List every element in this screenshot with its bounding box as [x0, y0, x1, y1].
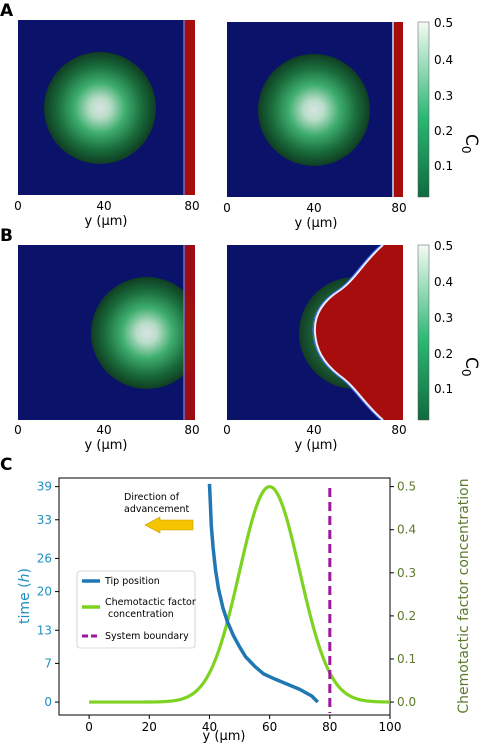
- y-left-tick-label: 7: [44, 656, 52, 670]
- colorbar-label: C0: [459, 134, 481, 154]
- x-tick-label: 100: [379, 720, 402, 734]
- y-right-tick-label: 0.4: [397, 523, 416, 537]
- wall-region: [184, 20, 195, 195]
- annotation-line-1: Direction of: [124, 492, 180, 503]
- x-tick-80: 80: [391, 201, 406, 215]
- y-right-tick-label: 0.2: [397, 609, 416, 623]
- concentration-blob: [258, 54, 370, 166]
- colorbar-tick: 0.4: [434, 275, 453, 289]
- x-tick-0: 0: [223, 201, 231, 215]
- colorbar-tick: 0.2: [434, 124, 453, 138]
- legend-label-tip: Tip position: [104, 576, 160, 587]
- heatmap-a-right: 0 40 80 y (μm): [223, 22, 407, 231]
- line-chart-c: 0 20 40 60 80 100 0 7 13 20 26 33 39 0.0 0.1 0.2 0.3 0.4 0…: [17, 477, 472, 744]
- ticks-layer: 0 20 40 60 80 100 0 7 13 20 26 33 39 0.0 0.1 0.2 0.3 0.4 0…: [37, 480, 416, 734]
- wall-region: [394, 22, 403, 197]
- concentration-blob: [44, 52, 156, 164]
- colorbar-label-main: C: [461, 357, 481, 369]
- annotation-line-2: advancement: [124, 504, 190, 515]
- legend-label-concentration-2: concentration: [105, 609, 174, 620]
- colorbar-tick: 0.5: [434, 16, 453, 30]
- colorbar-tick: 0.2: [434, 347, 453, 361]
- panel-label-b: B: [0, 226, 13, 246]
- concentration-blob: [91, 277, 195, 389]
- colorbar-label-sub: 0: [459, 146, 473, 154]
- y-axis-label-right: Chemotactic factor concentration: [456, 478, 472, 713]
- direction-arrow-icon: [144, 516, 194, 534]
- y-axis-label-left: time (h): [17, 568, 33, 624]
- panel-label-c: C: [0, 455, 12, 475]
- boundary-line: [313, 244, 384, 421]
- colorbar-tick: 0.3: [434, 311, 453, 325]
- colorbar-label-sub: 0: [459, 369, 473, 377]
- series-tip-position-line: [207, 483, 320, 704]
- colorbar: [417, 21, 430, 198]
- colorbar-b: 0.5 0.4 0.3 0.2 0.1 C0: [417, 239, 481, 421]
- y-right-tick-label: 0.0: [397, 695, 416, 709]
- colorbar-tick: 0.5: [434, 239, 453, 253]
- x-tick-0: 0: [14, 199, 22, 213]
- y-left-tick-label: 20: [37, 585, 52, 599]
- y-label-left-var: h: [17, 574, 33, 583]
- x-tick-label: 20: [142, 720, 157, 734]
- x-tick-label: 0: [85, 720, 93, 734]
- legend-box: [76, 570, 196, 649]
- y-left-tick-label: 33: [37, 513, 52, 527]
- y-right-tick-label: 0.3: [397, 566, 416, 580]
- colorbar-a: 0.5 0.4 0.3 0.2 0.1 C0: [417, 16, 481, 198]
- x-tick-0: 0: [14, 423, 22, 437]
- y-right-tick-label: 0.1: [397, 652, 416, 666]
- colorbar: [417, 244, 430, 421]
- colorbar-tick: 0.1: [434, 382, 453, 396]
- x-axis-label: y (μm): [295, 438, 338, 453]
- x-axis-label: y (μm): [85, 438, 128, 453]
- y-right-tick-label: 0.5: [397, 480, 416, 494]
- x-tick-label: 80: [322, 720, 337, 734]
- x-tick-80: 80: [391, 423, 406, 437]
- y-label-left-post: ): [17, 568, 33, 573]
- boundary-line-outer: [312, 244, 382, 421]
- x-tick-label: 60: [262, 720, 277, 734]
- colorbar-tick: 0.4: [434, 53, 453, 67]
- legend: Tip position Chemotactic factor concentr…: [76, 570, 196, 649]
- wall-region: [314, 245, 403, 420]
- colorbar-tick: 0.1: [434, 159, 453, 173]
- colorbar-tick: 0.3: [434, 89, 453, 103]
- plot-frame: [58, 477, 391, 716]
- legend-label-concentration-1: Chemotactic factor: [105, 597, 196, 608]
- x-axis-label: y (μm): [85, 214, 128, 229]
- colorbar-label: C0: [459, 357, 481, 377]
- x-tick-40: 40: [306, 201, 321, 215]
- x-tick-80: 80: [184, 423, 199, 437]
- x-axis-label: y (μm): [295, 216, 338, 231]
- y-left-tick-label: 0: [44, 695, 52, 709]
- heatmap-a-left: 0 40 80 y (μm): [14, 20, 200, 229]
- x-tick-40: 40: [96, 199, 111, 213]
- y-label-left-pre: time (: [17, 582, 33, 624]
- heatmap-b-left: 0 40 80 y (μm): [14, 245, 200, 453]
- legend-label-boundary: System boundary: [105, 631, 189, 642]
- x-axis-label: y (μm): [203, 729, 246, 744]
- x-tick-40: 40: [96, 423, 111, 437]
- wall-region: [184, 245, 195, 420]
- y-left-tick-label: 39: [37, 480, 52, 494]
- heatmap-b-right: 0 40 80 y (μm): [223, 244, 407, 453]
- x-tick-0: 0: [223, 423, 231, 437]
- series-concentration-line: [89, 484, 391, 704]
- x-tick-40: 40: [306, 423, 321, 437]
- colorbar-label-main: C: [461, 134, 481, 146]
- y-left-tick-label: 13: [37, 623, 52, 637]
- x-tick-80: 80: [184, 199, 199, 213]
- x-tick-label: 40: [202, 720, 217, 734]
- series-layer: [89, 483, 391, 713]
- panel-label-a: A: [0, 1, 14, 21]
- y-left-tick-label: 26: [37, 551, 52, 565]
